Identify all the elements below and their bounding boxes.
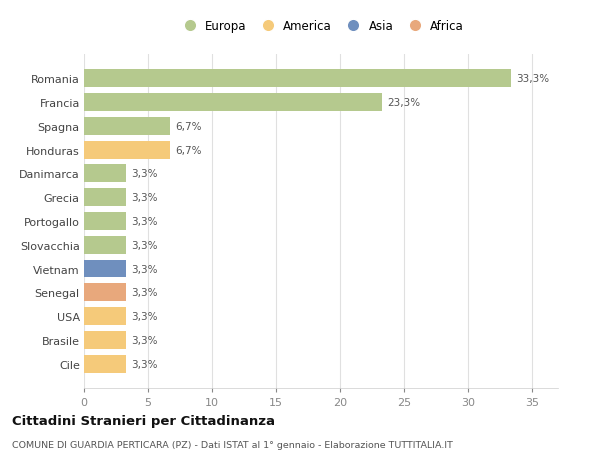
Text: 6,7%: 6,7% — [175, 146, 202, 155]
Text: 3,3%: 3,3% — [131, 311, 158, 321]
Bar — [84, 284, 126, 302]
Text: 3,3%: 3,3% — [131, 335, 158, 345]
Text: COMUNE DI GUARDIA PERTICARA (PZ) - Dati ISTAT al 1° gennaio - Elaborazione TUTTI: COMUNE DI GUARDIA PERTICARA (PZ) - Dati … — [12, 441, 453, 449]
Text: 3,3%: 3,3% — [131, 193, 158, 203]
Bar — [84, 236, 126, 254]
Bar — [84, 70, 511, 88]
Text: 6,7%: 6,7% — [175, 122, 202, 132]
Text: 3,3%: 3,3% — [131, 169, 158, 179]
Bar — [84, 118, 170, 135]
Text: 3,3%: 3,3% — [131, 217, 158, 226]
Bar — [84, 189, 126, 207]
Text: 33,3%: 33,3% — [516, 74, 549, 84]
Text: 3,3%: 3,3% — [131, 359, 158, 369]
Bar — [84, 331, 126, 349]
Legend: Europa, America, Asia, Africa: Europa, America, Asia, Africa — [176, 18, 466, 35]
Text: 3,3%: 3,3% — [131, 240, 158, 250]
Text: 3,3%: 3,3% — [131, 288, 158, 297]
Bar — [84, 165, 126, 183]
Bar — [84, 141, 170, 159]
Bar — [84, 308, 126, 325]
Bar — [84, 213, 126, 230]
Bar — [84, 260, 126, 278]
Text: 23,3%: 23,3% — [388, 98, 421, 108]
Text: 3,3%: 3,3% — [131, 264, 158, 274]
Bar — [84, 355, 126, 373]
Bar — [84, 94, 382, 112]
Text: Cittadini Stranieri per Cittadinanza: Cittadini Stranieri per Cittadinanza — [12, 414, 275, 428]
